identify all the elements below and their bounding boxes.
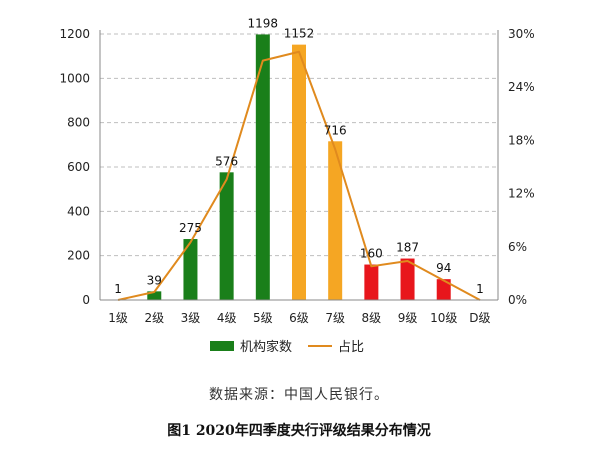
bar [255, 34, 270, 301]
legend: 机构家数 占比 [0, 336, 598, 356]
y-right-tick-label: 24% [508, 80, 535, 94]
line-point [298, 51, 300, 53]
y-left-tick-label: 0 [82, 293, 90, 307]
bar-series [111, 34, 487, 301]
line-point [226, 178, 228, 180]
y-left-tick-label: 400 [67, 204, 90, 218]
y-right-tick-label: 30% [508, 27, 535, 41]
x-tick-label: D级 [469, 311, 490, 325]
source-note: 数据来源：中国人民银行。 [209, 387, 389, 403]
bar [292, 44, 306, 300]
legend-swatch-line [308, 344, 332, 347]
data-label: 576 [215, 154, 238, 168]
x-tick-label: 1级 [108, 311, 128, 325]
line-point [189, 241, 191, 243]
legend-label-line: 占比 [338, 340, 365, 355]
x-tick-label: 8级 [362, 311, 382, 325]
legend-swatch-bar [210, 340, 234, 351]
x-tick-label: 9级 [398, 311, 418, 325]
line-point [334, 148, 336, 150]
y-right-tick-label: 12% [508, 187, 535, 201]
legend-label-bar: 机构家数 [240, 340, 293, 355]
bar [183, 239, 198, 300]
x-tick-label: 6级 [289, 311, 309, 325]
x-tick-label: 7级 [325, 311, 345, 325]
data-label: 716 [324, 123, 347, 137]
x-tick-label: 10级 [430, 311, 457, 325]
legend-item-line: 占比 [308, 336, 364, 355]
bar [436, 279, 451, 300]
bar [328, 141, 343, 300]
x-tick-label: 2级 [144, 311, 164, 325]
line-point [153, 291, 155, 293]
data-label: 1 [114, 282, 122, 296]
figure-caption: 图1 2020年四季度央行评级结果分布情况 [167, 423, 431, 439]
bar [219, 172, 234, 300]
x-tick-label: 4级 [217, 311, 237, 325]
bar [364, 264, 379, 300]
data-label: 1152 [284, 27, 315, 41]
y-left-tick-label: 200 [67, 249, 90, 263]
data-label: 275 [179, 221, 202, 235]
bar [400, 258, 415, 300]
y-left-tick-label: 1000 [59, 71, 90, 85]
bar [147, 291, 162, 300]
y-left-tick-label: 800 [67, 116, 90, 130]
line-point [407, 260, 409, 262]
data-label: 1198 [248, 16, 279, 30]
y-right-tick-label: 6% [508, 240, 527, 254]
line-point [443, 279, 445, 281]
data-label: 187 [396, 241, 419, 255]
y-right-tick-label: 18% [508, 133, 535, 147]
line-point [370, 265, 372, 267]
data-label: 160 [360, 247, 383, 261]
x-tick-label: 5级 [253, 311, 273, 325]
data-labels: 1 39 275 576 1198 1152 716 160 187 94 1 [114, 16, 483, 295]
y-right-tick-label: 0% [508, 293, 527, 307]
legend-item-bar: 机构家数 [210, 336, 292, 355]
y-left-tick-label: 600 [67, 160, 90, 174]
axes: 0 200 400 600 800 1000 1200 0% 6% 12% 18% 24% 30% 1级 2… [59, 27, 534, 325]
data-label: 1 [476, 282, 484, 296]
x-tick-label: 3级 [181, 311, 201, 325]
chart: 1 39 275 576 1198 1152 716 160 187 94 1 0 200 400 600… [59, 16, 534, 325]
line-point [262, 60, 264, 62]
data-label: 94 [436, 261, 451, 275]
data-label: 39 [147, 273, 162, 287]
y-left-tick-label: 1200 [59, 27, 90, 41]
